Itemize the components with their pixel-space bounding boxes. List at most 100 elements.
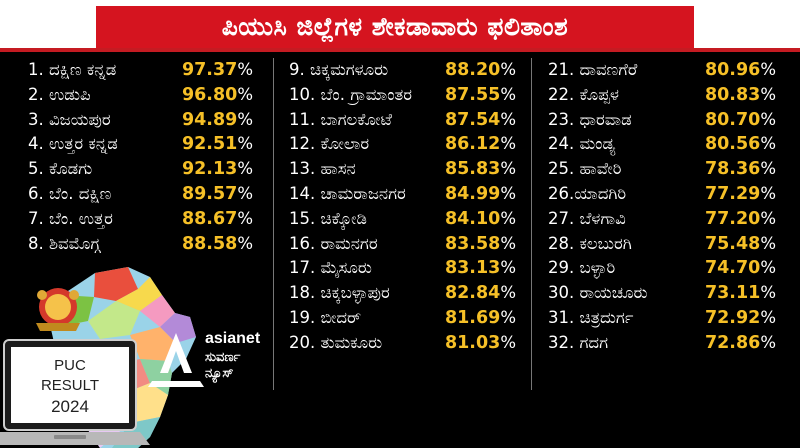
percent-sign: % xyxy=(500,233,516,253)
district-row: 13. ಹಾಸನ 85.83% xyxy=(289,157,516,182)
percent-sign: % xyxy=(500,134,516,154)
percent-sign: % xyxy=(237,109,253,129)
district-row: 14. ಚಾಮರಾಜನಗರ 84.99% xyxy=(289,182,516,207)
percent-sign: % xyxy=(760,109,776,129)
district-name: 24. ಮಂಡ್ಯ xyxy=(548,134,616,154)
district-percent: 88.67 xyxy=(181,208,238,229)
district-percent: 81.03 xyxy=(444,332,501,353)
district-row: 26.ಯಾದಗಿರಿ 77.29% xyxy=(548,182,776,207)
district-row: 28. ಕಲಬುರಗಿ 75.48% xyxy=(548,232,776,257)
district-row: 29. ಬಳ್ಳಾರಿ 74.70% xyxy=(548,256,776,281)
percent-sign: % xyxy=(760,159,776,179)
district-row: 1. ದಕ್ಷಿಣ ಕನ್ನಡ 97.37% xyxy=(28,58,253,83)
district-row: 31. ಚಿತ್ರದುರ್ಗ 72.92% xyxy=(548,306,776,331)
district-row: 3. ವಿಜಯಪುರ 94.89% xyxy=(28,108,253,133)
district-name: 1. ದಕ್ಷಿಣ ಕನ್ನಡ xyxy=(28,60,117,79)
percent-sign: % xyxy=(237,134,253,154)
district-name: 26.ಯಾದಗಿರಿ xyxy=(548,183,627,203)
percent-sign: % xyxy=(760,84,776,104)
district-row: 5. ಕೊಡಗು 92.13% xyxy=(28,157,253,182)
laptop-icon xyxy=(0,339,150,445)
column-divider xyxy=(273,58,274,390)
percent-sign: % xyxy=(237,233,253,253)
district-name: 20. ತುಮಕೂರು xyxy=(289,332,383,352)
district-percent: 87.55 xyxy=(444,84,501,105)
district-percent: 77.20 xyxy=(704,208,761,229)
district-row: 11. ಬಾಗಲಕೋಟೆ 87.54% xyxy=(289,108,516,133)
district-name: 31. ಚಿತ್ರದುರ್ಗ xyxy=(548,307,634,327)
district-row: 21. ದಾವಣಗೆರೆ 80.96% xyxy=(548,58,776,83)
district-percent: 85.83 xyxy=(444,159,501,180)
percent-sign: % xyxy=(500,332,516,352)
district-percent: 78.36 xyxy=(704,159,761,180)
results-column-1: 1. ದಕ್ಷಿಣ ಕನ್ನಡ 97.37% 2. ಉಡುಪಿ 96.80% 3. … xyxy=(28,58,253,256)
district-name: 23. ಧಾರವಾಡ xyxy=(548,109,632,129)
district-percent: 80.56 xyxy=(704,134,761,155)
district-name: 11. ಬಾಗಲಕೋಟೆ xyxy=(289,109,393,129)
district-name: 13. ಹಾಸನ xyxy=(289,159,356,179)
district-percent: 96.80 xyxy=(181,84,238,105)
district-percent: 88.20 xyxy=(444,60,501,80)
karnataka-emblem-icon xyxy=(36,288,80,331)
district-name: 2. ಉಡುಪಿ xyxy=(28,84,91,104)
district-percent: 80.83 xyxy=(704,84,761,105)
district-percent: 74.70 xyxy=(704,258,761,279)
district-percent: 81.69 xyxy=(444,307,501,328)
district-row: 24. ಮಂಡ್ಯ 80.56% xyxy=(548,132,776,157)
district-percent: 92.13 xyxy=(181,159,238,180)
percent-sign: % xyxy=(760,258,776,278)
district-row: 7. ಬೆಂ. ಉತ್ತರ 88.67% xyxy=(28,207,253,232)
column-divider xyxy=(531,58,532,390)
district-percent: 87.54 xyxy=(444,109,501,130)
percent-sign: % xyxy=(500,307,516,327)
district-row: 19. ಬೀದರ್ 81.69% xyxy=(289,306,516,331)
percent-sign: % xyxy=(760,183,776,203)
district-percent: 80.70 xyxy=(704,109,761,130)
percent-sign: % xyxy=(760,307,776,327)
district-name: 12. ಕೋಲಾರ xyxy=(289,134,370,154)
district-percent: 73.11 xyxy=(704,283,761,304)
percent-sign: % xyxy=(500,109,516,129)
district-row: 6. ಬೆಂ. ದಕ್ಷಿಣ 89.57% xyxy=(28,182,253,207)
district-percent: 94.89 xyxy=(181,109,238,130)
district-name: 7. ಬೆಂ. ಉತ್ತರ xyxy=(28,208,113,228)
district-name: 15. ಚಿಕ್ಕೋಡಿ xyxy=(289,208,367,228)
district-name: 4. ಉತ್ತರ ಕನ್ನಡ xyxy=(28,134,118,154)
percent-sign: % xyxy=(760,332,776,352)
district-percent: 83.58 xyxy=(444,233,501,254)
district-name: 8. ಶಿವಮೊಗ್ಗ xyxy=(28,233,101,253)
district-row: 32. ಗದಗ 72.86% xyxy=(548,331,776,356)
district-row: 23. ಧಾರವಾಡ 80.70% xyxy=(548,108,776,133)
title-banner: ಪಿಯುಸಿ ಜಿಲ್ಲೆಗಳ ಶೇಕಡಾವಾರು ಫಲಿತಾಂಶ xyxy=(0,0,800,52)
laptop-line3: 2024 xyxy=(51,397,89,416)
district-percent: 84.10 xyxy=(444,208,501,229)
district-name: 32. ಗದಗ xyxy=(548,332,608,352)
district-row: 18. ಚಿಕ್ಕಬಳ್ಳಾಪುರ 82.84% xyxy=(289,281,516,306)
district-name: 3. ವಿಜಯಪುರ xyxy=(28,109,111,129)
percent-sign: % xyxy=(237,84,253,104)
percent-sign: % xyxy=(500,60,516,79)
district-name: 9. ಚಿಕ್ಕಮಗಳೂರು xyxy=(289,60,389,79)
laptop-line1: PUC xyxy=(54,357,86,374)
district-name: 18. ಚಿಕ್ಕಬಳ್ಳಾಪುರ xyxy=(289,283,390,303)
district-name: 29. ಬಳ್ಳಾರಿ xyxy=(548,258,616,278)
percent-sign: % xyxy=(760,60,776,79)
district-row: 25. ಹಾವೇರಿ 78.36% xyxy=(548,157,776,182)
district-name: 27. ಬೆಳಗಾವಿ xyxy=(548,208,626,228)
district-row: 10. ಬೆಂ. ಗ್ರಾಮಾಂತರ 87.55% xyxy=(289,83,516,108)
percent-sign: % xyxy=(760,208,776,228)
district-name: 21. ದಾವಣಗೆರೆ xyxy=(548,60,638,79)
percent-sign: % xyxy=(237,208,253,228)
district-percent: 80.96 xyxy=(704,60,761,80)
district-row: 27. ಬೆಳಗಾವಿ 77.20% xyxy=(548,207,776,232)
district-name: 14. ಚಾಮರಾಜನಗರ xyxy=(289,183,406,203)
district-row: 4. ಉತ್ತರ ಕನ್ನಡ 92.51% xyxy=(28,132,253,157)
results-column-2: 9. ಚಿಕ್ಕಮಗಳೂರು 88.20% 10. ಬೆಂ. ಗ್ರಾಮಾಂತರ 8… xyxy=(289,58,516,356)
district-percent: 86.12 xyxy=(444,134,501,155)
results-column-3: 21. ದಾವಣಗೆರೆ 80.96% 22. ಕೊಪ್ಪಳ 80.83% 23. … xyxy=(548,58,776,356)
district-percent: 88.58 xyxy=(181,233,238,254)
district-percent: 83.13 xyxy=(444,258,501,279)
district-row: 16. ರಾಮನಗರ 83.58% xyxy=(289,232,516,257)
artwork: PUC RESULT 2024 asianet ಸುವರ್ಣ ನ್ಯೂಸ್ xyxy=(0,267,261,448)
